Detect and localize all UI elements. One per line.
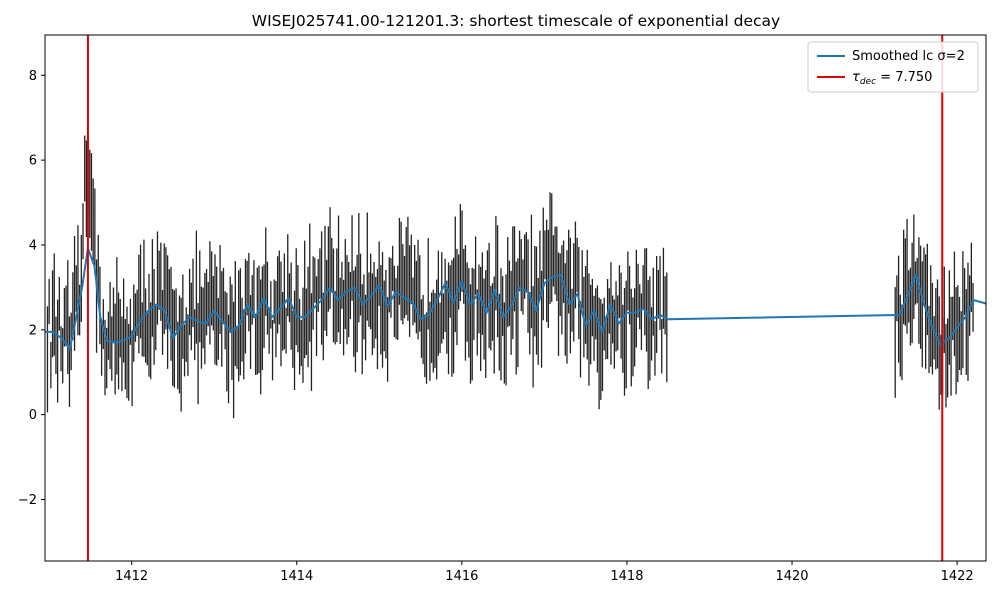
y-tick-label: 8	[29, 69, 37, 84]
x-tick-label: 1420	[775, 569, 808, 584]
y-tick-label: 2	[29, 323, 37, 338]
errorbar-group	[46, 133, 974, 419]
legend-label-tau: τdec = 7.750	[852, 70, 932, 87]
legend-tau-subscript: dec	[860, 77, 876, 87]
x-tick-label: 1412	[115, 569, 148, 584]
y-tick-label: 6	[29, 154, 37, 169]
y-tick-label: −2	[18, 493, 37, 508]
plot-frame	[44, 34, 987, 562]
y-tick-label: 0	[29, 408, 37, 423]
x-tick-label: 1416	[445, 569, 478, 584]
x-tick-label: 1418	[610, 569, 643, 584]
series-group	[45, 35, 986, 561]
chart-title: WISEJ025741.00-121201.3: shortest timesc…	[252, 12, 780, 30]
legend-box	[807, 41, 979, 93]
x-tick-label: 1414	[280, 569, 313, 584]
legend-tau-value: = 7.750	[876, 70, 932, 85]
legend-label-smoothed: Smoothed lc σ=2	[852, 49, 965, 64]
x-axis: 1412 1414 1416 1418 1420 1422	[115, 561, 974, 584]
legend-tau-symbol: τ	[852, 70, 860, 85]
smoothed-lc-line	[45, 247, 986, 350]
x-tick-label: 1422	[941, 569, 974, 584]
y-tick-label: 4	[29, 238, 37, 253]
y-axis: −2 0 2 4 6 8	[18, 69, 45, 508]
legend: Smoothed lc σ=2 τdec = 7.750	[807, 41, 979, 93]
